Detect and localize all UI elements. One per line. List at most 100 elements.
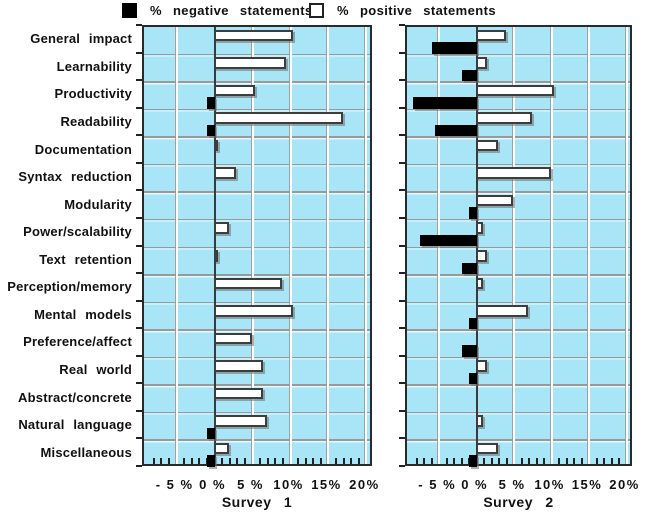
category-label: Documentation xyxy=(34,141,132,157)
row-edge-tick xyxy=(136,161,142,164)
bar-positive-readability xyxy=(213,112,343,124)
minor-tick xyxy=(357,458,360,464)
minor-tick xyxy=(573,458,576,464)
x-tick-label: 5 % xyxy=(237,477,264,492)
bar-positive-productivity xyxy=(475,84,555,97)
row-gridline xyxy=(144,218,370,221)
minor-tick xyxy=(610,458,613,464)
row-edge-tick xyxy=(399,189,405,192)
bar-negative-learnability xyxy=(461,69,477,82)
minor-tick xyxy=(460,458,463,464)
row-gridline xyxy=(144,301,370,304)
row-gridline xyxy=(407,191,630,193)
category-label: Natural language xyxy=(18,417,132,433)
category-label: Miscellaneous xyxy=(40,444,132,460)
x-tick-label: 20% xyxy=(349,477,380,492)
x-tick-label: 0 % xyxy=(199,477,227,492)
x-gridline xyxy=(625,27,628,464)
row-edge-tick xyxy=(399,51,405,54)
row-edge-tick xyxy=(399,437,405,440)
x-tick-label: 5 % xyxy=(498,477,526,492)
minor-tick xyxy=(236,458,239,464)
minor-tick xyxy=(259,458,262,464)
x-gridline xyxy=(588,27,591,464)
row-gridline xyxy=(407,329,630,331)
bar-negative-power-scalability xyxy=(420,234,477,247)
row-gridline xyxy=(144,81,370,83)
x-tick-label: 10% xyxy=(273,477,304,492)
x-gridline xyxy=(365,27,368,464)
row-gridline xyxy=(407,81,630,83)
panel-survey-1 xyxy=(136,24,372,467)
row-edge-tick xyxy=(136,79,142,82)
row-edge-tick xyxy=(136,272,142,275)
category-label: Modularity xyxy=(64,196,132,212)
row-gridline xyxy=(407,136,630,138)
minor-tick xyxy=(415,458,418,464)
zero-axis-line xyxy=(213,27,216,464)
legend-positive-swatch xyxy=(309,3,324,18)
bar-positive-learnability xyxy=(213,57,286,69)
minor-tick xyxy=(603,458,606,464)
row-gridline xyxy=(407,411,630,414)
minor-tick xyxy=(228,458,231,464)
row-gridline xyxy=(407,246,630,248)
row-gridline xyxy=(144,356,370,359)
minor-tick xyxy=(535,458,538,464)
row-edge-tick xyxy=(399,216,405,219)
row-gridline xyxy=(144,163,370,166)
row-edge-tick xyxy=(136,437,142,440)
minor-tick xyxy=(580,458,583,464)
minor-tick xyxy=(281,458,284,464)
bar-positive-modularity xyxy=(475,194,514,207)
x-gridline xyxy=(251,27,254,464)
minor-tick xyxy=(520,458,523,464)
row-edge-tick xyxy=(399,106,405,109)
minor-tick xyxy=(453,458,456,464)
x-tick-label: - 5 % xyxy=(155,477,194,492)
minor-tick xyxy=(543,458,546,464)
minor-tick xyxy=(304,458,307,464)
minor-tick xyxy=(350,458,353,464)
row-gridline xyxy=(407,356,630,359)
row-edge-tick xyxy=(136,354,142,357)
category-label: Productivity xyxy=(54,86,132,102)
minor-tick xyxy=(335,458,338,464)
category-label: Syntax reduction xyxy=(18,169,132,185)
bar-negative-general-impact xyxy=(431,42,477,54)
minor-tick xyxy=(430,458,433,464)
minor-tick xyxy=(160,458,163,464)
x-gridline xyxy=(175,27,178,464)
row-gridline xyxy=(144,411,370,414)
x-gridline xyxy=(513,27,516,464)
row-gridline xyxy=(144,53,370,56)
panel-survey-2 xyxy=(399,24,632,467)
bar-positive-syntax-reduction xyxy=(213,167,237,179)
bar-positive-mental-models xyxy=(475,305,529,317)
legend-negative-swatch xyxy=(122,3,137,18)
row-edge-tick xyxy=(399,409,405,412)
panel-title: Survey 1 xyxy=(221,494,293,510)
legend-negative-label: % negative statements xyxy=(150,3,313,18)
bar-negative-productivity xyxy=(207,97,215,109)
category-label: Power/scalability xyxy=(23,224,132,240)
row-edge-tick xyxy=(136,244,142,247)
bar-negative-productivity xyxy=(412,97,477,109)
category-label: Text retention xyxy=(39,251,132,267)
x-gridline xyxy=(327,27,330,464)
row-edge-tick xyxy=(399,327,405,330)
bar-positive-natural-language xyxy=(213,415,267,427)
minor-tick xyxy=(198,458,201,464)
row-edge-tick xyxy=(136,134,142,137)
row-gridline xyxy=(144,108,370,111)
zero-axis-line xyxy=(475,27,478,464)
minor-tick xyxy=(483,458,486,464)
minor-tick xyxy=(168,458,171,464)
row-gridline xyxy=(144,439,370,441)
row-edge-tick xyxy=(399,161,405,164)
minor-tick xyxy=(243,458,246,464)
row-gridline xyxy=(407,163,630,166)
row-edge-tick xyxy=(136,327,142,330)
minor-tick xyxy=(342,458,345,464)
row-gridline xyxy=(144,384,370,386)
